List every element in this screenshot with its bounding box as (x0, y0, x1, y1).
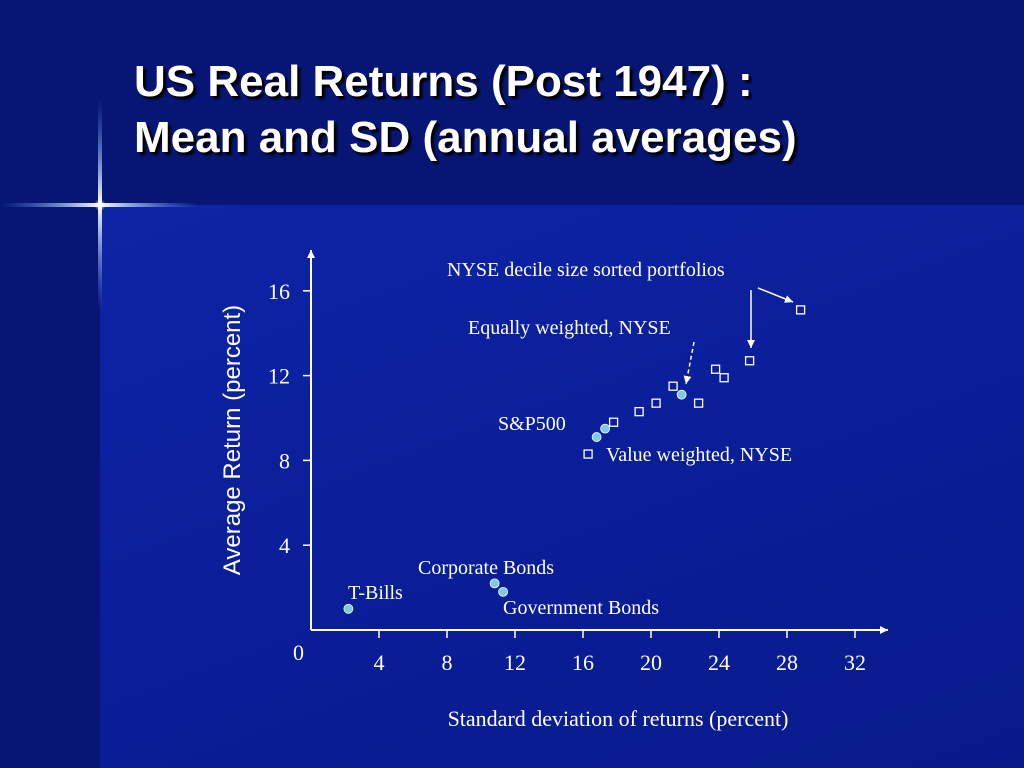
sparkle-decoration (0, 100, 200, 310)
square-marker (634, 406, 644, 417)
left-band (0, 205, 100, 768)
slide-title-line-2: Mean and SD (annual averages) (134, 113, 797, 162)
annotation-equally-weighted: Equally weighted, NYSE (468, 317, 671, 339)
x-tick-label: 16 (572, 650, 594, 675)
x-tick-label: 8 (442, 650, 453, 675)
y-axis-label: Average Return (percent) (219, 305, 246, 575)
content-panel (100, 205, 1024, 768)
data-marks (343, 305, 806, 614)
x-tick-label: 28 (776, 650, 798, 675)
annotation-value-weighted: Value weighted, NYSE (606, 444, 792, 466)
y-tick-label: 16 (268, 279, 290, 304)
x-tick-label: 24 (708, 650, 730, 675)
square-marker (744, 356, 755, 366)
annotation-nyse-deciles: NYSE decile size sorted portfolios (447, 259, 725, 281)
circle-marker (676, 389, 687, 400)
square-marker (795, 305, 806, 315)
y-tick-label: 8 (279, 448, 290, 473)
slide-title-line-1: US Real Returns (Post 1947) : (134, 57, 753, 106)
annotation-government-bonds: Government Bonds (503, 597, 659, 619)
circle-marker (489, 578, 500, 589)
square-marker (651, 398, 661, 408)
square-marker (693, 398, 704, 408)
axis-ticks (303, 290, 856, 638)
annotations: NYSE decile size sorted portfolios Equal… (348, 259, 792, 619)
annotation-sp500: S&P500 (498, 413, 566, 435)
square-marker (719, 373, 729, 383)
y-tick-label: 12 (268, 364, 290, 389)
arrow-equally-weighted (683, 341, 695, 385)
square-marker (710, 364, 721, 374)
axis-tick-labels: 0 4 8 12 16 20 24 28 32 4 8 12 16 (268, 279, 866, 675)
annotation-arrows (683, 287, 794, 385)
title-band (0, 0, 1024, 205)
square-marker (608, 417, 619, 427)
x-tick-label: 4 (374, 650, 385, 675)
x-axis-label: Standard deviation of returns (percent) (448, 706, 789, 731)
circle-marker (591, 432, 602, 442)
circle-marker (498, 586, 509, 597)
arrow-decile-top (757, 287, 794, 303)
chart-axes (307, 250, 888, 634)
slide-title: US Real Returns (Post 1947) : Mean and S… (134, 54, 797, 166)
square-marker (668, 381, 678, 391)
x-tick-label: 32 (844, 650, 866, 675)
annotation-corporate-bonds: Corporate Bonds (418, 557, 554, 579)
square-marker (583, 449, 593, 459)
x-tick-label: 20 (640, 650, 662, 675)
y-tick-label: 4 (279, 533, 290, 558)
circle-marker (343, 603, 354, 614)
circle-marker (600, 423, 610, 434)
origin-label: 0 (293, 640, 304, 665)
x-tick-label: 12 (504, 650, 526, 675)
annotation-t-bills: T-Bills (348, 582, 403, 604)
